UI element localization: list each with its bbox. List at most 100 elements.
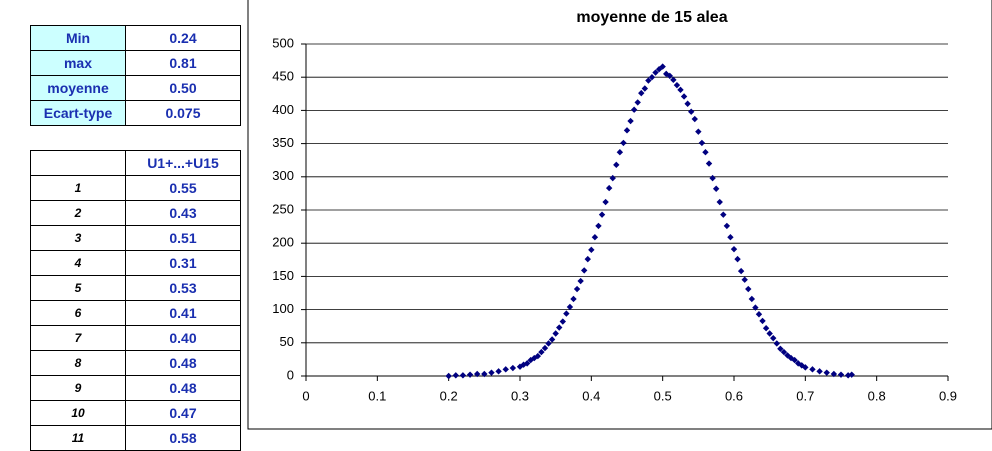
point (770, 334, 777, 342)
point (531, 354, 538, 362)
point (780, 348, 788, 356)
point (648, 74, 656, 81)
point (752, 304, 759, 311)
point (705, 160, 713, 167)
point (755, 311, 763, 318)
point (591, 234, 599, 241)
point (663, 70, 670, 78)
point (727, 234, 734, 241)
point (830, 370, 838, 378)
point (588, 246, 595, 254)
y-tick-label: 200 (272, 235, 294, 250)
point (495, 368, 502, 375)
x-tick-label: 0.6 (725, 388, 743, 403)
point (638, 89, 645, 97)
point (502, 366, 509, 373)
point (737, 267, 745, 275)
point (773, 340, 780, 347)
point (745, 285, 752, 293)
point (759, 317, 766, 325)
y-tick-label: 300 (272, 168, 294, 183)
point (712, 185, 720, 192)
point (627, 117, 634, 125)
point (698, 139, 706, 147)
point (673, 81, 681, 89)
point (655, 66, 663, 73)
point (762, 324, 770, 332)
chart-frame (247, 0, 992, 430)
y-tick-label: 150 (272, 268, 294, 283)
point (716, 198, 723, 206)
point (623, 127, 631, 134)
point (556, 324, 563, 331)
point (695, 128, 702, 135)
point (570, 295, 577, 303)
point (791, 356, 798, 364)
point (509, 364, 517, 372)
point (709, 174, 716, 182)
y-tick-label: 0 (287, 367, 294, 382)
point (645, 77, 652, 84)
point (666, 72, 673, 80)
point (677, 86, 684, 94)
point (777, 345, 784, 352)
point (598, 211, 606, 218)
y-tick-label: 400 (272, 102, 294, 117)
x-tick-label: 0.3 (511, 388, 529, 403)
point (523, 360, 531, 367)
point (466, 371, 474, 378)
x-tick-label: 0.4 (582, 388, 600, 403)
y-tick-label: 250 (272, 201, 294, 216)
point (730, 245, 738, 253)
point (659, 63, 666, 70)
point (620, 139, 627, 147)
y-tick-label: 50 (280, 334, 294, 349)
point (670, 76, 677, 84)
point (527, 356, 534, 364)
point (595, 222, 602, 230)
point (837, 371, 845, 378)
point (691, 115, 698, 123)
point (613, 161, 620, 169)
point (459, 372, 467, 379)
point (584, 255, 591, 263)
x-tick-label: 0.1 (368, 388, 386, 403)
point (488, 369, 495, 376)
point (563, 310, 570, 317)
point (605, 184, 613, 192)
point (559, 318, 566, 325)
stat-value: 0.075 (125, 100, 241, 126)
point (602, 198, 609, 206)
point (474, 370, 481, 378)
point (795, 360, 802, 367)
y-tick-label: 450 (272, 69, 294, 84)
x-tick-label: 0 (302, 388, 309, 403)
x-tick-label: 0.7 (796, 388, 814, 403)
y-tick-label: 500 (272, 35, 294, 50)
y-tick-label: 350 (272, 135, 294, 150)
point (720, 211, 727, 218)
point (688, 108, 695, 115)
point (573, 285, 581, 293)
stat-label: Min (30, 25, 126, 51)
point (534, 352, 542, 360)
point (538, 348, 545, 356)
point (452, 372, 459, 379)
point (545, 340, 552, 347)
point (734, 255, 741, 263)
point (577, 277, 584, 285)
point (723, 222, 731, 230)
point (766, 330, 773, 337)
point (566, 303, 574, 311)
point (848, 371, 855, 378)
point (684, 100, 691, 107)
point (798, 362, 805, 369)
point (634, 99, 641, 106)
point (702, 149, 709, 156)
point (741, 276, 748, 283)
point (680, 93, 688, 100)
x-tick-label: 0.9 (939, 388, 957, 403)
point (652, 69, 659, 76)
